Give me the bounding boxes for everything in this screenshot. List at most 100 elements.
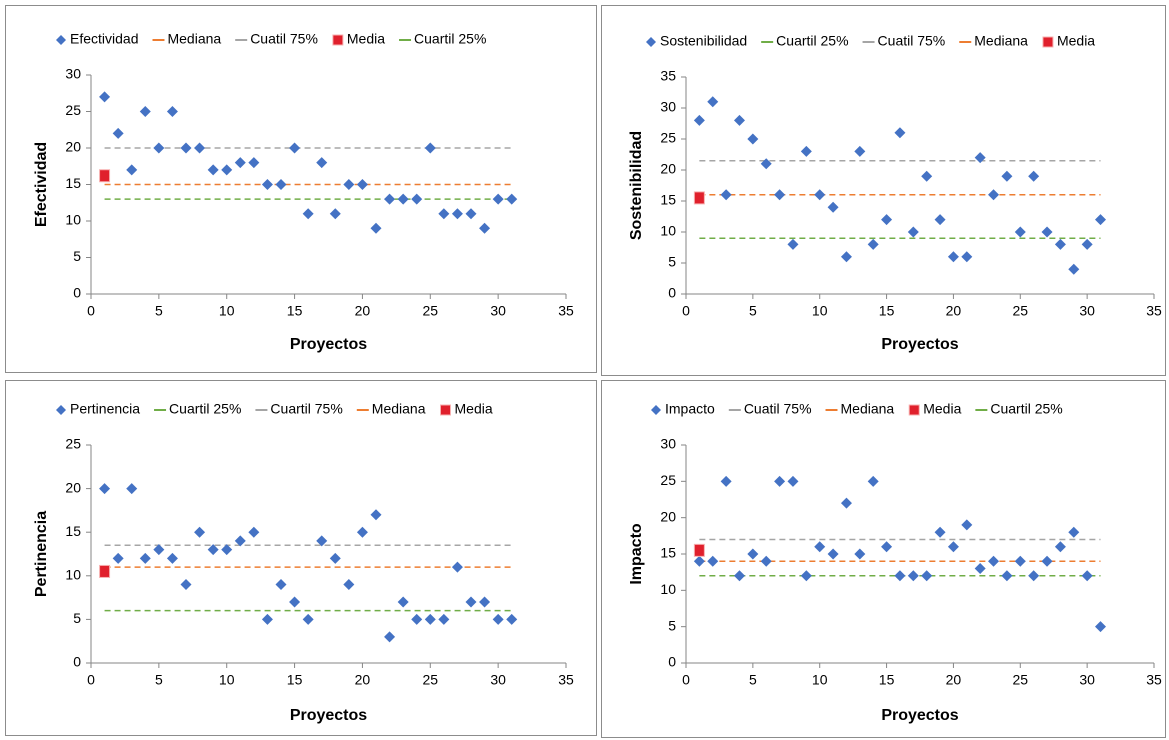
data-point bbox=[180, 142, 192, 154]
legend-label: Media bbox=[923, 401, 961, 417]
y-tick-label: 30 bbox=[660, 436, 676, 452]
legend-symbol bbox=[440, 404, 451, 416]
y-tick-label: 10 bbox=[660, 581, 676, 597]
data-point bbox=[774, 189, 786, 201]
data-point bbox=[166, 106, 178, 117]
data-point bbox=[961, 519, 973, 531]
x-tick-label: 0 bbox=[87, 672, 95, 688]
data-point bbox=[894, 570, 906, 582]
data-point bbox=[1014, 226, 1026, 238]
data-point bbox=[907, 570, 919, 582]
legend-label: Cuatil 75% bbox=[878, 33, 946, 49]
y-tick-label: 0 bbox=[668, 654, 676, 670]
data-point bbox=[126, 483, 138, 495]
data-point bbox=[112, 127, 124, 139]
mean-point bbox=[693, 543, 705, 557]
data-point bbox=[139, 552, 151, 564]
data-point bbox=[370, 222, 382, 234]
x-tick-label: 20 bbox=[946, 672, 962, 688]
legend-label: Media bbox=[455, 401, 493, 417]
data-point bbox=[974, 152, 986, 164]
x-tick-label: 25 bbox=[1012, 672, 1028, 688]
data-point bbox=[1054, 541, 1066, 553]
panel bbox=[601, 380, 1166, 738]
y-tick-label: 20 bbox=[660, 161, 676, 177]
data-point bbox=[302, 208, 314, 220]
legend-label: Cuartil 25% bbox=[414, 31, 486, 47]
legend-label: Cuartil 25% bbox=[776, 33, 848, 49]
x-tick-label: 10 bbox=[219, 672, 235, 688]
legend-label: Cuartil 25% bbox=[990, 401, 1062, 417]
legend-label: Pertinencia bbox=[70, 401, 140, 417]
data-point bbox=[356, 179, 368, 190]
data-point bbox=[479, 596, 491, 608]
mean-point bbox=[693, 191, 705, 205]
y-tick-label: 0 bbox=[668, 285, 676, 301]
data-point bbox=[492, 193, 504, 205]
data-point bbox=[343, 179, 355, 190]
data-point bbox=[384, 193, 396, 205]
data-point bbox=[774, 475, 786, 487]
x-tick-label: 0 bbox=[682, 672, 690, 688]
data-point bbox=[1081, 238, 1093, 250]
data-point bbox=[479, 222, 491, 234]
legend-symbol bbox=[56, 35, 66, 45]
mean-point bbox=[99, 564, 111, 578]
x-axis-label: Proyectos bbox=[881, 707, 958, 724]
data-point bbox=[947, 541, 959, 553]
data-point bbox=[934, 526, 946, 538]
data-point bbox=[988, 189, 1000, 201]
x-tick-label: 35 bbox=[558, 303, 574, 319]
data-point bbox=[787, 238, 799, 250]
data-point bbox=[760, 555, 772, 567]
data-point bbox=[99, 483, 111, 495]
data-point bbox=[112, 552, 124, 564]
panel bbox=[5, 380, 597, 736]
x-tick-label: 15 bbox=[287, 303, 303, 319]
data-point bbox=[921, 170, 933, 182]
data-point bbox=[465, 596, 477, 608]
x-axis-label: Proyectos bbox=[290, 336, 367, 353]
data-point bbox=[1041, 226, 1053, 238]
x-tick-label: 35 bbox=[558, 672, 574, 688]
legend-symbol bbox=[1042, 36, 1054, 48]
data-point bbox=[1081, 570, 1093, 582]
x-tick-label: 30 bbox=[1079, 672, 1095, 688]
data-point bbox=[800, 570, 812, 582]
x-axis-label: Proyectos bbox=[290, 707, 367, 724]
data-point bbox=[693, 555, 705, 567]
data-point bbox=[1028, 170, 1040, 182]
data-point bbox=[760, 158, 772, 170]
legend-label: Cuartil 25% bbox=[169, 401, 241, 417]
x-tick-label: 15 bbox=[879, 303, 895, 319]
y-tick-label: 5 bbox=[668, 617, 676, 633]
x-tick-label: 0 bbox=[87, 303, 95, 319]
data-point bbox=[411, 613, 423, 625]
data-point bbox=[221, 544, 233, 556]
legend-label: Mediana bbox=[167, 31, 221, 47]
data-point bbox=[693, 114, 705, 126]
data-point bbox=[988, 555, 1000, 567]
legend-label: Media bbox=[1057, 33, 1095, 49]
data-point bbox=[451, 561, 463, 573]
x-tick-label: 15 bbox=[879, 672, 895, 688]
data-point bbox=[289, 596, 301, 608]
data-point bbox=[867, 475, 879, 487]
data-point bbox=[854, 548, 866, 560]
legend-label: Cuatil 75% bbox=[744, 401, 812, 417]
data-point bbox=[438, 613, 450, 625]
data-point bbox=[397, 193, 409, 205]
data-point bbox=[854, 145, 866, 157]
y-tick-label: 10 bbox=[660, 223, 676, 239]
data-point bbox=[840, 251, 852, 263]
data-point bbox=[343, 579, 355, 591]
legend-label: Impacto bbox=[665, 401, 715, 417]
data-point bbox=[827, 548, 839, 560]
y-tick-label: 20 bbox=[65, 479, 81, 495]
x-tick-label: 30 bbox=[490, 303, 506, 319]
data-point bbox=[207, 544, 219, 556]
data-point bbox=[1068, 263, 1080, 275]
data-point bbox=[1001, 570, 1013, 582]
data-point bbox=[907, 226, 919, 238]
data-point bbox=[1054, 238, 1066, 250]
